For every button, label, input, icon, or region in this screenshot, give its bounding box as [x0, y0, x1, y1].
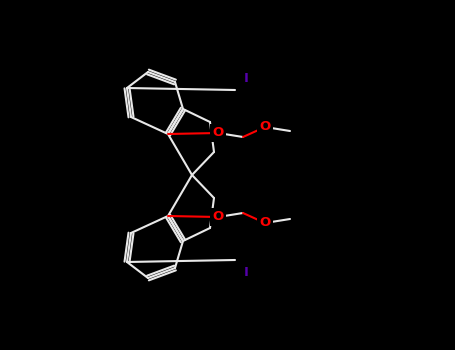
Text: O: O — [212, 210, 223, 224]
Text: O: O — [212, 126, 223, 140]
Text: O: O — [259, 120, 271, 133]
Text: O: O — [259, 217, 271, 230]
Text: I: I — [243, 71, 248, 84]
Text: I: I — [243, 266, 248, 279]
